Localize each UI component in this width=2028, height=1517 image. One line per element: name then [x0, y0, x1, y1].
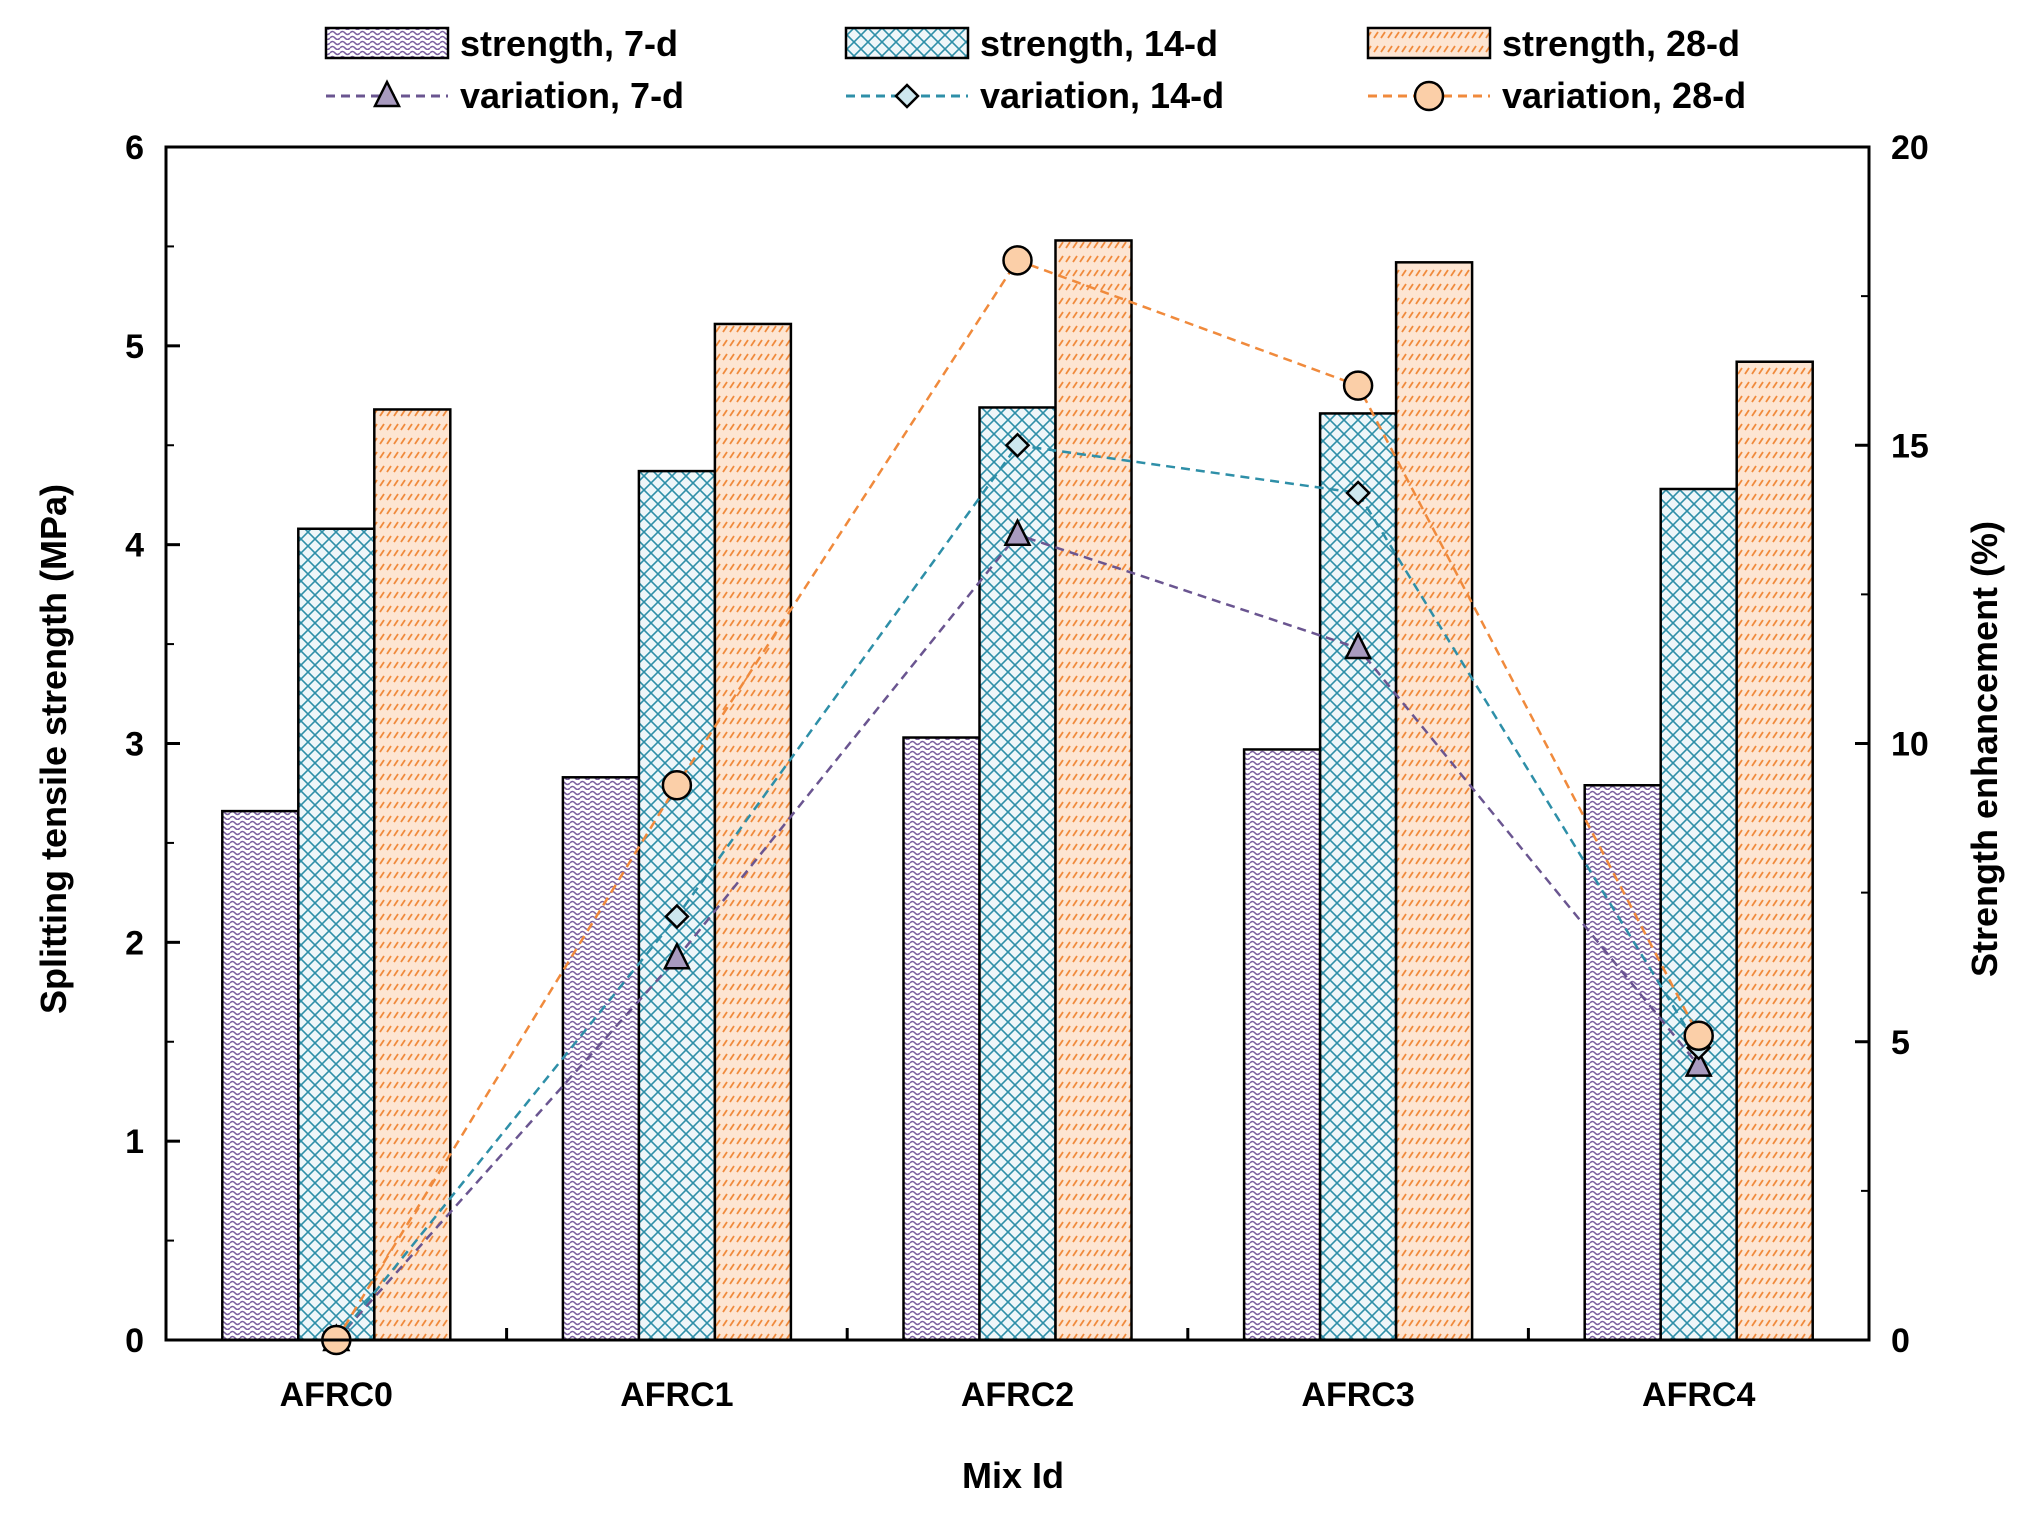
legend-label-strength-28d: strength, 28-d [1502, 23, 1740, 64]
y2-tick-label: 10 [1891, 726, 1929, 764]
legend-item-variation-14d: variation, 14-d [846, 75, 1224, 116]
legend-label-strength-14d: strength, 14-d [980, 23, 1218, 64]
bar-afrc4-series-2 [1659, 487, 1738, 1342]
marker-circle-afrc4 [1683, 1020, 1714, 1052]
marker-triangle-afrc1 [662, 941, 691, 970]
legend-label-variation-14d: variation, 14-d [980, 75, 1224, 116]
x-tick-label-afrc2: AFRC2 [961, 1376, 1074, 1414]
bar-afrc4-series-1 [1583, 784, 1662, 1342]
bar-afrc0-series-3 [373, 408, 452, 1342]
y2-tick-label: 20 [1891, 129, 1929, 167]
marker-triangle-afrc3 [1344, 631, 1373, 660]
y2-axis-title: Strength enhancement (%) [1964, 521, 2005, 977]
x-tick-label-afrc0: AFRC0 [280, 1376, 393, 1414]
y2-tick-label: 15 [1891, 427, 1929, 465]
y-tick-label: 0 [125, 1322, 144, 1360]
marker-diamond-afrc2 [1004, 432, 1031, 459]
marker-circle-afrc3 [1342, 370, 1374, 401]
bar-afrc1-series-3 [713, 322, 793, 1342]
marker-diamond-afrc1 [664, 903, 690, 930]
bar-afrc1-series-1 [561, 776, 641, 1342]
bar-group [221, 239, 1814, 1342]
bar-afrc2-series-3 [1054, 239, 1133, 1342]
axes: 0 1 2 3 4 5 6 0 5 10 15 20 AFRC0 AFRC1 AFRC2 AFRC3 AFRC4 [125, 129, 1929, 1414]
y-axis-title: Splitting tensile strength (MPa) [33, 484, 74, 1014]
bar-afrc2-series-2 [978, 406, 1057, 1342]
legend-label-variation-7d: variation, 7-d [460, 75, 684, 116]
x-tick-label-afrc1: AFRC1 [620, 1376, 733, 1414]
line-variation-14-d [335, 443, 1700, 1341]
line-group [321, 245, 1714, 1356]
legend-item-variation-7d: variation, 7-d [326, 75, 684, 116]
bar-afrc3-series-2 [1318, 412, 1398, 1342]
marker-triangle-afrc2 [1003, 517, 1032, 546]
marker-circle-afrc1 [661, 770, 693, 801]
y-tick-label: 6 [125, 129, 144, 167]
bar-afrc0-series-1 [221, 809, 300, 1342]
bar-afrc3-series-3 [1394, 261, 1474, 1342]
y2-tick-label: 5 [1891, 1024, 1910, 1062]
legend-label-strength-7d: strength, 7-d [460, 23, 678, 64]
legend-item-variation-28d: variation, 28-d [1368, 75, 1746, 116]
y-tick-label: 1 [125, 1123, 144, 1161]
y2-tick-label: 0 [1891, 1322, 1910, 1360]
y-tick-label: 4 [125, 527, 144, 565]
bar-afrc2-series-1 [902, 736, 981, 1342]
y-tick-label: 5 [125, 328, 144, 366]
bar-afrc4-series-3 [1735, 360, 1814, 1342]
legend: strength, 7-d strength, 14-d strength, 2… [324, 23, 1746, 116]
legend-item-strength-28d: strength, 28-d [1366, 23, 1740, 64]
legend-item-strength-14d: strength, 14-d [844, 23, 1218, 64]
marker-diamond-afrc3 [1345, 480, 1371, 506]
legend-item-strength-7d: strength, 7-d [324, 23, 678, 64]
y-tick-label: 2 [125, 924, 144, 962]
x-axis-title: Mix Id [962, 1455, 1064, 1496]
x-tick-label-afrc3: AFRC3 [1301, 1376, 1414, 1414]
bar-afrc3-series-1 [1242, 748, 1322, 1342]
marker-circle-afrc2 [1002, 245, 1033, 276]
x-tick-label-afrc4: AFRC4 [1642, 1376, 1755, 1414]
bar-afrc0-series-2 [297, 527, 376, 1342]
marker-triangle-afrc4 [1684, 1048, 1713, 1077]
legend-label-variation-28d: variation, 28-d [1502, 75, 1746, 116]
y-tick-label: 3 [125, 726, 144, 764]
